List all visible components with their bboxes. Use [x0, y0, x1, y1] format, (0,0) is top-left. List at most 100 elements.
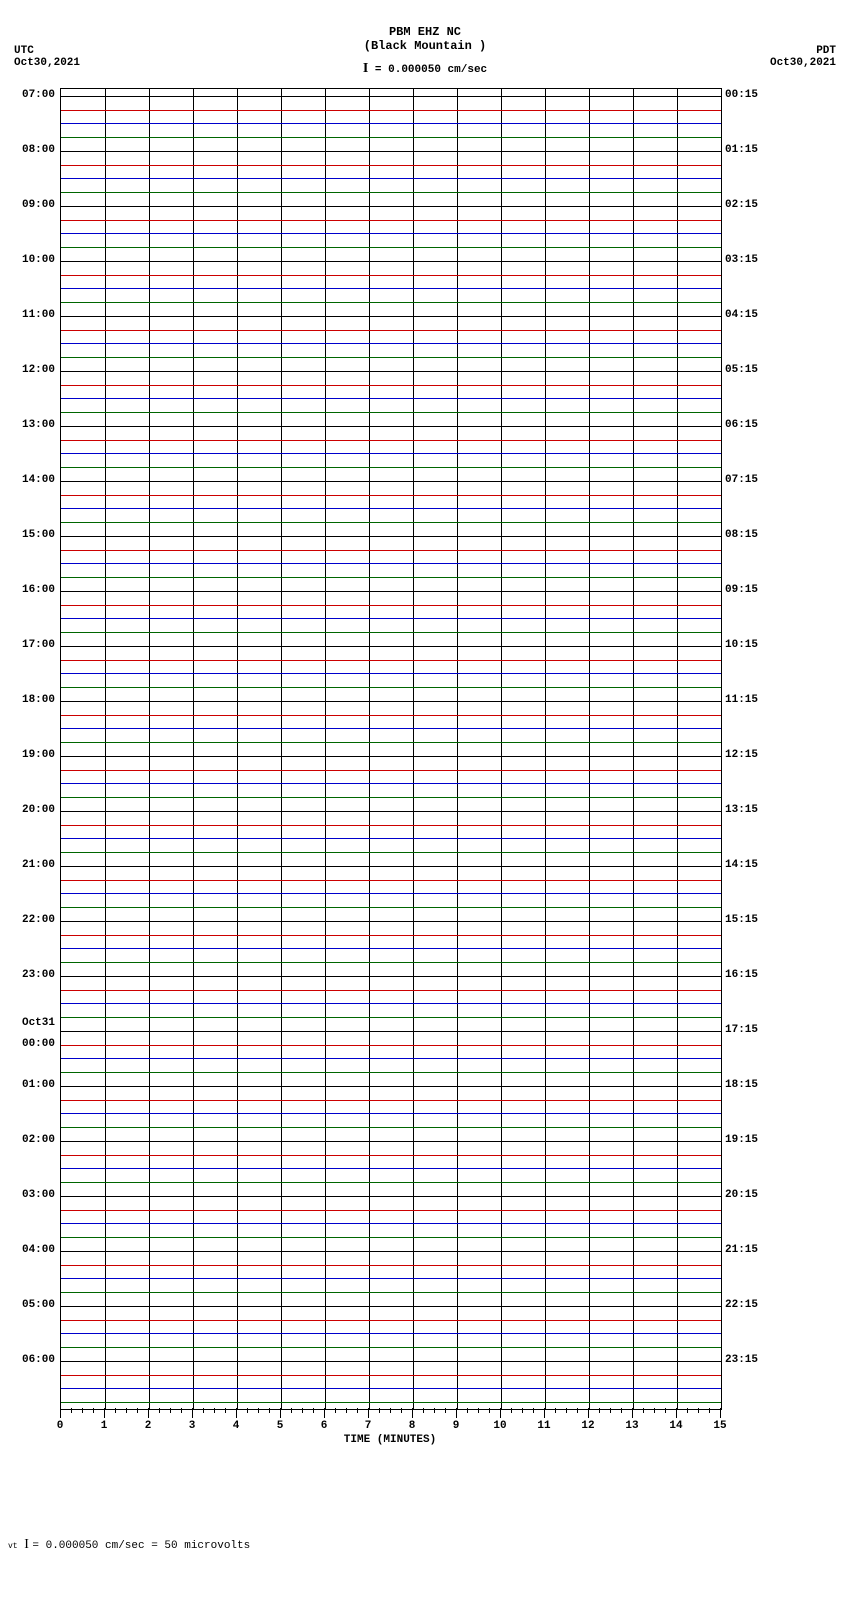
- seismic-trace: [61, 1003, 721, 1004]
- grid-vertical: [501, 89, 502, 1409]
- x-axis: TIME (MINUTES) 0123456789101112131415: [60, 1408, 720, 1448]
- seismic-trace: [61, 866, 721, 867]
- pdt-time-label: 09:15: [725, 584, 758, 596]
- x-tick-label: 8: [409, 1420, 416, 1432]
- pdt-time-label: 06:15: [725, 419, 758, 431]
- utc-time-label: 03:00: [22, 1189, 55, 1201]
- x-tick-minor: [709, 1408, 710, 1413]
- pdt-time-label: 23:15: [725, 1354, 758, 1366]
- footer-scale: vt I = 0.000050 cm/sec = 50 microvolts: [8, 1537, 250, 1553]
- pdt-time-label: 12:15: [725, 749, 758, 761]
- seismic-trace: [61, 302, 721, 303]
- x-tick-major: [324, 1408, 325, 1418]
- pdt-time-label: 08:15: [725, 529, 758, 541]
- x-tick-minor: [665, 1408, 666, 1413]
- x-tick-minor: [225, 1408, 226, 1413]
- seismic-trace: [61, 343, 721, 344]
- x-tick-label: 0: [57, 1420, 64, 1432]
- x-tick-major: [456, 1408, 457, 1418]
- pdt-time-label: 00:15: [725, 89, 758, 101]
- utc-time-label: Oct31: [22, 1017, 55, 1029]
- seismic-trace: [61, 385, 721, 386]
- x-tick-minor: [390, 1408, 391, 1413]
- seismic-trace: [61, 948, 721, 949]
- utc-time-label: 02:00: [22, 1134, 55, 1146]
- x-tick-minor: [159, 1408, 160, 1413]
- utc-time-label: 07:00: [22, 89, 55, 101]
- pdt-time-label: 15:15: [725, 914, 758, 926]
- x-tick-minor: [467, 1408, 468, 1413]
- seismic-trace: [61, 990, 721, 991]
- x-tick-minor: [621, 1408, 622, 1413]
- seismic-trace: [61, 1031, 721, 1032]
- x-tick-minor: [115, 1408, 116, 1413]
- seismic-trace: [61, 508, 721, 509]
- seismic-trace: [61, 1072, 721, 1073]
- seismic-trace: [61, 1210, 721, 1211]
- grid-vertical: [457, 89, 458, 1409]
- seismic-trace: [61, 550, 721, 551]
- x-tick-label: 5: [277, 1420, 284, 1432]
- grid-vertical: [369, 89, 370, 1409]
- station-code: PBM EHZ NC: [0, 25, 850, 39]
- x-tick-minor: [478, 1408, 479, 1413]
- seismic-trace: [61, 1100, 721, 1101]
- seismic-trace: [61, 660, 721, 661]
- utc-time-label: 17:00: [22, 639, 55, 651]
- x-tick-label: 7: [365, 1420, 372, 1432]
- seismic-trace: [61, 247, 721, 248]
- pdt-time-label: 10:15: [725, 639, 758, 651]
- x-tick-minor: [313, 1408, 314, 1413]
- seismic-trace: [61, 880, 721, 881]
- pdt-time-label: 01:15: [725, 144, 758, 156]
- x-tick-label: 14: [669, 1420, 682, 1432]
- utc-time-label: 04:00: [22, 1244, 55, 1256]
- utc-time-label: 16:00: [22, 584, 55, 596]
- seismic-trace: [61, 275, 721, 276]
- seismic-trace: [61, 1292, 721, 1293]
- utc-time-label: 13:00: [22, 419, 55, 431]
- x-tick-minor: [610, 1408, 611, 1413]
- x-tick-minor: [489, 1408, 490, 1413]
- x-tick-major: [588, 1408, 589, 1418]
- pdt-time-label: 20:15: [725, 1189, 758, 1201]
- seismic-trace: [61, 921, 721, 922]
- seismic-trace: [61, 453, 721, 454]
- seismic-trace: [61, 96, 721, 97]
- seismic-trace: [61, 288, 721, 289]
- seismic-trace: [61, 1141, 721, 1142]
- utc-time-label: 18:00: [22, 694, 55, 706]
- pdt-time-label: 11:15: [725, 694, 758, 706]
- seismic-trace: [61, 440, 721, 441]
- x-tick-major: [236, 1408, 237, 1418]
- seismic-trace: [61, 701, 721, 702]
- seismic-trace: [61, 976, 721, 977]
- x-tick-minor: [599, 1408, 600, 1413]
- x-tick-minor: [577, 1408, 578, 1413]
- x-tick-minor: [687, 1408, 688, 1413]
- x-tick-label: 12: [581, 1420, 594, 1432]
- x-tick-minor: [654, 1408, 655, 1413]
- seismic-trace: [61, 825, 721, 826]
- seismogram-plot: [60, 88, 722, 1410]
- seismic-trace: [61, 618, 721, 619]
- seismic-trace: [61, 123, 721, 124]
- x-tick-label: 4: [233, 1420, 240, 1432]
- x-tick-minor: [522, 1408, 523, 1413]
- seismic-trace: [61, 1045, 721, 1046]
- utc-time-label: 19:00: [22, 749, 55, 761]
- grid-vertical: [105, 89, 106, 1409]
- pdt-time-label: 17:15: [725, 1024, 758, 1036]
- grid-vertical: [149, 89, 150, 1409]
- x-tick-label: 3: [189, 1420, 196, 1432]
- x-tick-minor: [401, 1408, 402, 1413]
- seismic-trace: [61, 137, 721, 138]
- seismic-trace: [61, 1113, 721, 1114]
- seismic-trace: [61, 673, 721, 674]
- seismic-trace: [61, 715, 721, 716]
- seismic-trace: [61, 1402, 721, 1403]
- seismic-trace: [61, 852, 721, 853]
- x-tick-minor: [511, 1408, 512, 1413]
- x-tick-minor: [555, 1408, 556, 1413]
- seismic-trace: [61, 1182, 721, 1183]
